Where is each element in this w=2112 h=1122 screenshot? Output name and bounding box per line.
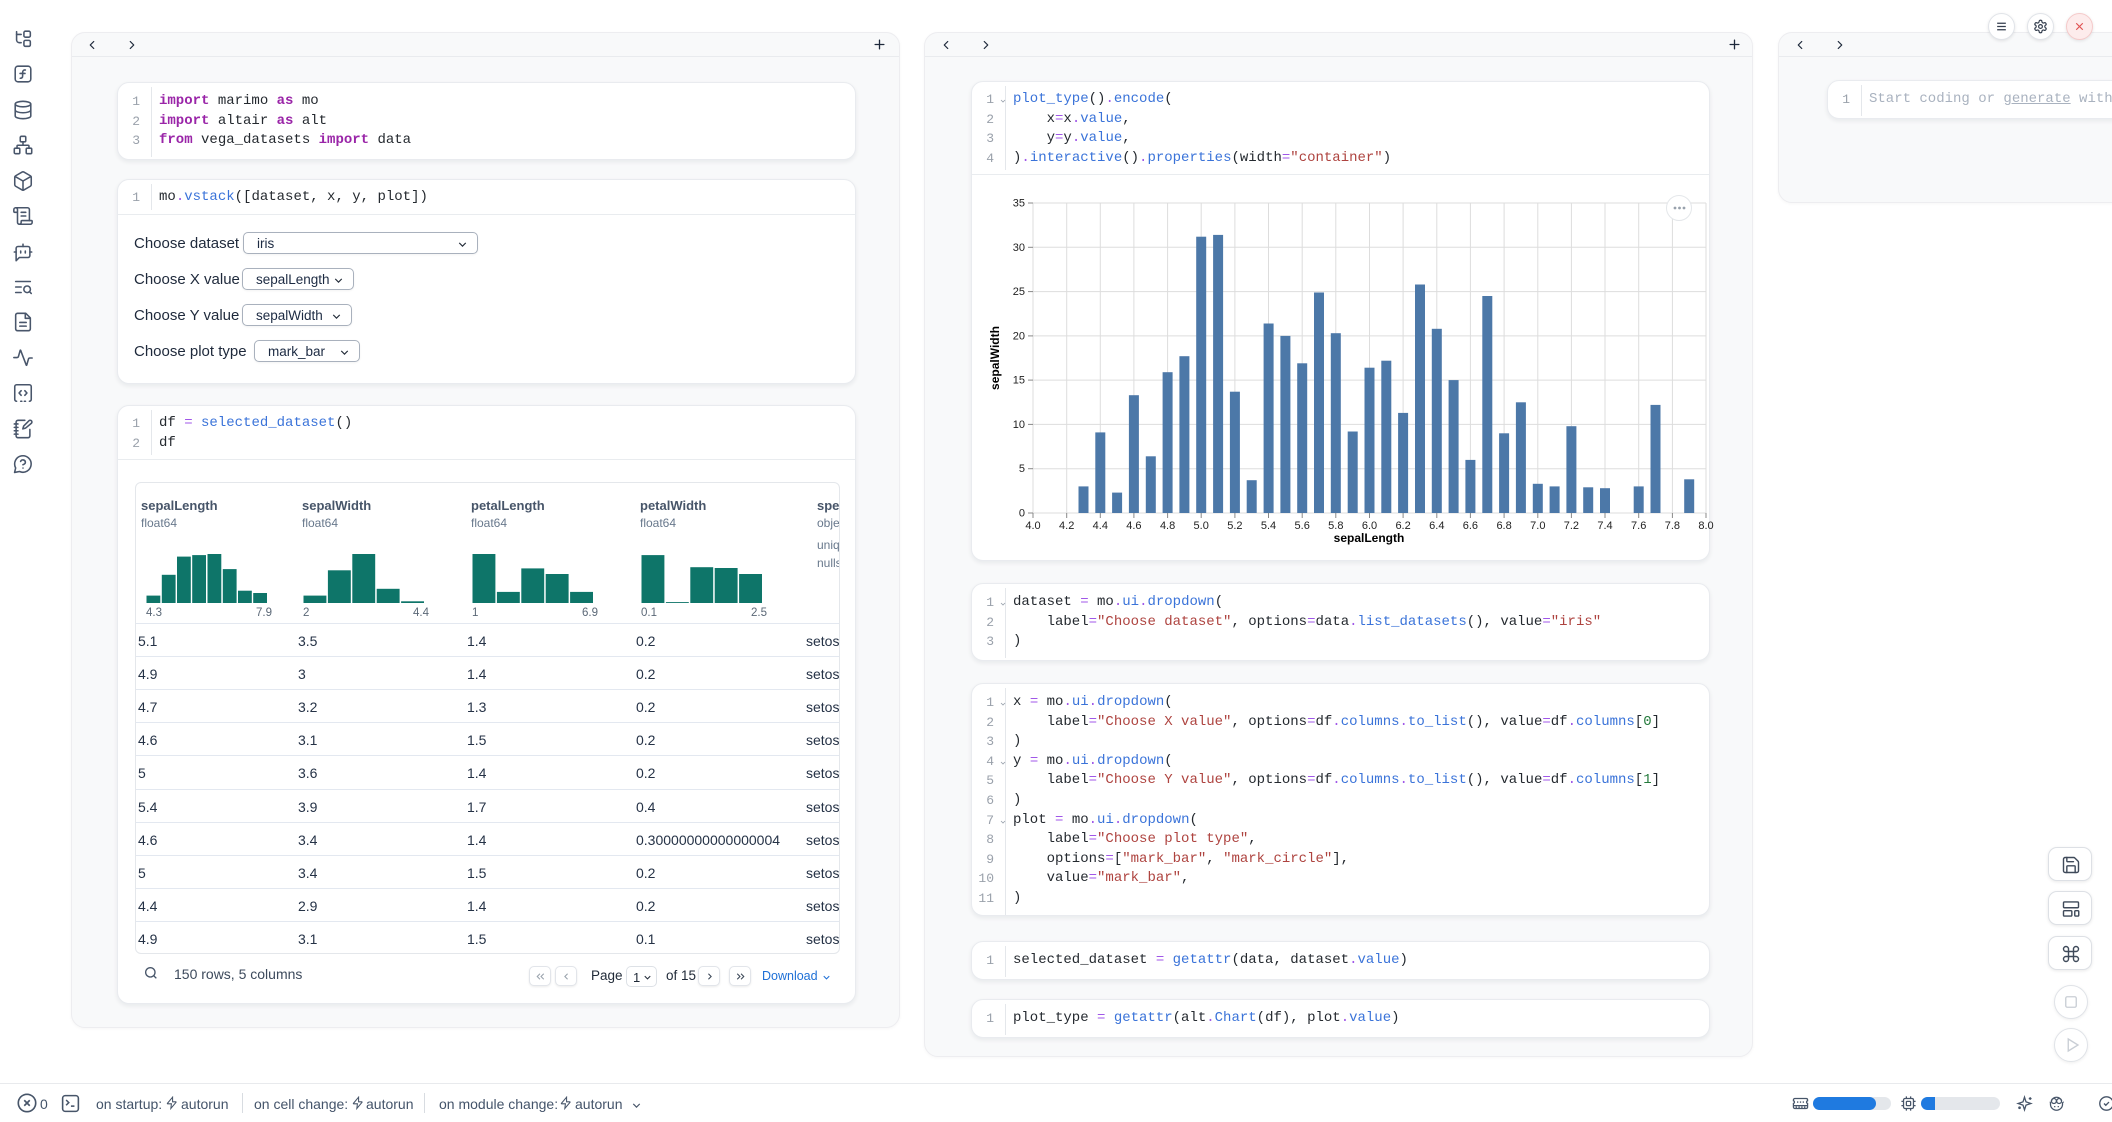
svg-text:sepalLength: sepalLength bbox=[1334, 531, 1405, 545]
svg-text:6.4: 6.4 bbox=[1429, 520, 1444, 532]
svg-text:5.6: 5.6 bbox=[1295, 520, 1310, 532]
svg-text:5.0: 5.0 bbox=[1194, 520, 1209, 532]
svg-text:4.6: 4.6 bbox=[1126, 520, 1141, 532]
svg-text:6.6: 6.6 bbox=[1463, 520, 1478, 532]
svg-text:35: 35 bbox=[1013, 198, 1025, 210]
svg-text:6.8: 6.8 bbox=[1496, 520, 1511, 532]
svg-text:20: 20 bbox=[1013, 330, 1025, 342]
svg-text:7.0: 7.0 bbox=[1530, 520, 1545, 532]
svg-text:25: 25 bbox=[1013, 286, 1025, 298]
svg-text:5: 5 bbox=[1019, 463, 1025, 475]
svg-text:7.8: 7.8 bbox=[1665, 520, 1680, 532]
svg-text:7.4: 7.4 bbox=[1597, 520, 1612, 532]
svg-text:10: 10 bbox=[1013, 419, 1025, 431]
svg-text:30: 30 bbox=[1013, 242, 1025, 254]
svg-text:6.0: 6.0 bbox=[1362, 520, 1377, 532]
svg-text:0: 0 bbox=[1019, 508, 1025, 520]
svg-text:5.2: 5.2 bbox=[1227, 520, 1242, 532]
svg-text:15: 15 bbox=[1013, 375, 1025, 387]
svg-text:4.0: 4.0 bbox=[1025, 520, 1040, 532]
svg-text:7.6: 7.6 bbox=[1631, 520, 1646, 532]
svg-text:4.4: 4.4 bbox=[1093, 520, 1108, 532]
svg-text:8.0: 8.0 bbox=[1698, 520, 1713, 532]
svg-text:5.8: 5.8 bbox=[1328, 520, 1343, 532]
svg-text:6.2: 6.2 bbox=[1395, 520, 1410, 532]
svg-text:7.2: 7.2 bbox=[1564, 520, 1579, 532]
svg-text:5.4: 5.4 bbox=[1261, 520, 1276, 532]
svg-text:4.2: 4.2 bbox=[1059, 520, 1074, 532]
svg-text:sepalWidth: sepalWidth bbox=[988, 326, 1002, 390]
svg-text:4.8: 4.8 bbox=[1160, 520, 1175, 532]
